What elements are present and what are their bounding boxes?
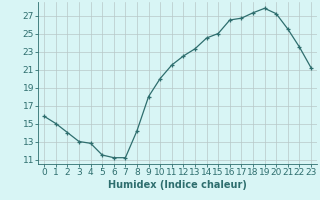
X-axis label: Humidex (Indice chaleur): Humidex (Indice chaleur) bbox=[108, 180, 247, 190]
